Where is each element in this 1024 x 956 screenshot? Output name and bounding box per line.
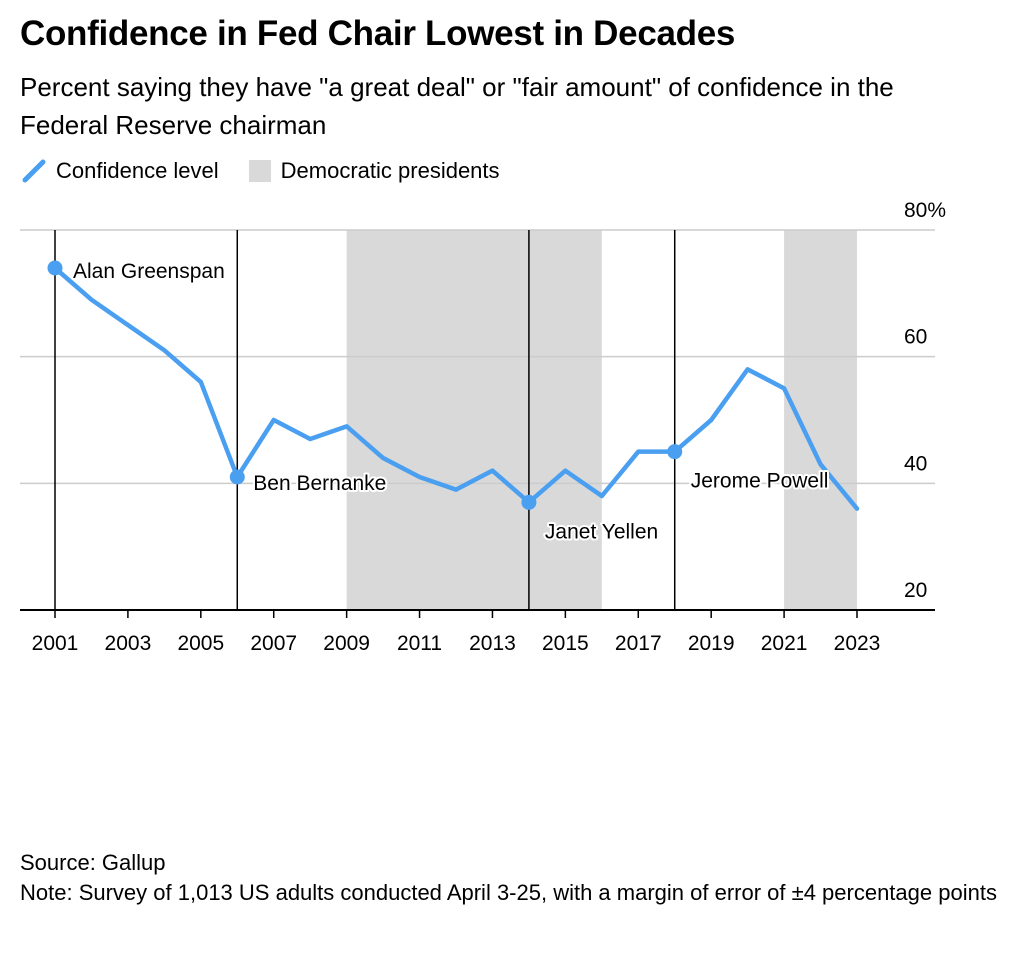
chart-subtitle: Percent saying they have "a great deal" … (20, 72, 894, 140)
legend-label-democratic: Democratic presidents (280, 158, 500, 183)
chart-title: Confidence in Fed Chair Lowest in Decade… (20, 14, 736, 53)
x-tick-label-2001: 2001 (32, 632, 79, 655)
series-line-confidence (52, 265, 860, 511)
annotation-janet-yellen: Janet Yellen (545, 520, 658, 543)
legend: Confidence level Democratic presidents (20, 157, 530, 185)
annotation-ben-bernanke: Ben Bernanke (253, 472, 386, 495)
y-tick-label-20: 20 (904, 579, 927, 602)
source-note: Source: Gallup (20, 850, 166, 875)
y-tick-label-80: 80% (904, 199, 946, 222)
x-tick-label-2007: 2007 (250, 632, 297, 655)
marker-jerome-powell (667, 444, 683, 460)
legend-shade-swatch (248, 160, 271, 182)
shaded-range-1 (784, 230, 857, 610)
legend-label-confidence: Confidence level (56, 158, 219, 183)
chart-footer: Source: Gallup Note: Survey of 1,013 US … (20, 848, 1010, 908)
marker-janet-yellen (521, 494, 537, 510)
x-tick-label-2005: 2005 (177, 632, 224, 655)
marker-alan-greenspan (47, 260, 63, 276)
x-tick-label-2013: 2013 (469, 632, 516, 655)
x-tick-label-2015: 2015 (542, 632, 589, 655)
x-tick-label-2021: 2021 (761, 632, 808, 655)
shaded-range-0 (346, 230, 602, 610)
annotation-jerome-powell: Jerome Powell (691, 470, 829, 493)
x-tick-label-2009: 2009 (323, 632, 370, 655)
y-tick-label-60: 60 (904, 326, 927, 349)
legend-line-icon (22, 159, 46, 183)
x-tick-label-2017: 2017 (615, 632, 662, 655)
x-tick-label-2023: 2023 (834, 632, 881, 655)
x-tick-label-2011: 2011 (397, 632, 442, 655)
line-chart: 2001 2003 2005 2007 2009 2011 2013 2015 2017 2019… (20, 199, 946, 655)
x-tick-label-2003: 2003 (105, 632, 152, 655)
x-tick-label-2019: 2019 (688, 632, 735, 655)
legend-item-democratic: Democratic presidents (248, 158, 500, 184)
legend-item-confidence: Confidence level (20, 157, 219, 185)
annotation-alan-greenspan: Alan Greenspan (73, 260, 225, 283)
survey-note: Note: Survey of 1,013 US adults conducte… (20, 880, 997, 905)
y-tick-label-40: 40 (904, 452, 927, 475)
marker-ben-bernanke (229, 469, 245, 485)
